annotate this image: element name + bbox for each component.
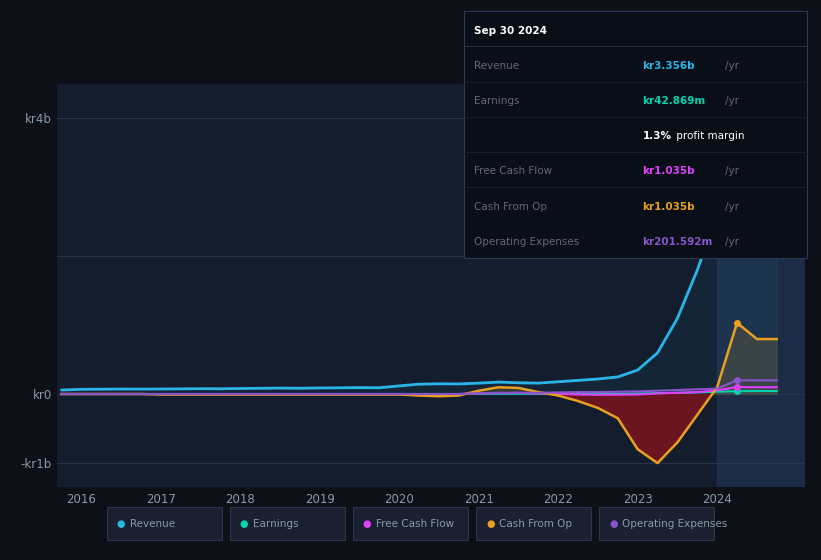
Text: ●: ●: [363, 519, 371, 529]
Text: Operating Expenses: Operating Expenses: [474, 237, 579, 247]
Text: /yr: /yr: [725, 61, 739, 71]
Text: /yr: /yr: [725, 96, 739, 106]
Text: Earnings: Earnings: [474, 96, 519, 106]
Text: Cash From Op: Cash From Op: [499, 519, 572, 529]
Text: 1.3%: 1.3%: [642, 131, 672, 141]
Text: Operating Expenses: Operating Expenses: [622, 519, 727, 529]
Text: Revenue: Revenue: [474, 61, 519, 71]
Text: /yr: /yr: [725, 237, 739, 247]
Text: profit margin: profit margin: [673, 131, 745, 141]
Text: Cash From Op: Cash From Op: [474, 202, 547, 212]
Text: ●: ●: [117, 519, 125, 529]
Text: Earnings: Earnings: [253, 519, 298, 529]
Bar: [718, 84, 805, 487]
Text: Revenue: Revenue: [130, 519, 175, 529]
Text: Free Cash Flow: Free Cash Flow: [474, 166, 552, 176]
Text: ●: ●: [486, 519, 494, 529]
Text: Sep 30 2024: Sep 30 2024: [474, 26, 547, 36]
Text: ●: ●: [240, 519, 248, 529]
Text: kr201.592m: kr201.592m: [642, 237, 713, 247]
Text: Free Cash Flow: Free Cash Flow: [376, 519, 454, 529]
Text: kr1.035b: kr1.035b: [642, 202, 695, 212]
Text: kr42.869m: kr42.869m: [642, 96, 705, 106]
Text: /yr: /yr: [725, 166, 739, 176]
Text: /yr: /yr: [725, 202, 739, 212]
Text: ●: ●: [609, 519, 617, 529]
Text: kr3.356b: kr3.356b: [642, 61, 695, 71]
Text: kr1.035b: kr1.035b: [642, 166, 695, 176]
